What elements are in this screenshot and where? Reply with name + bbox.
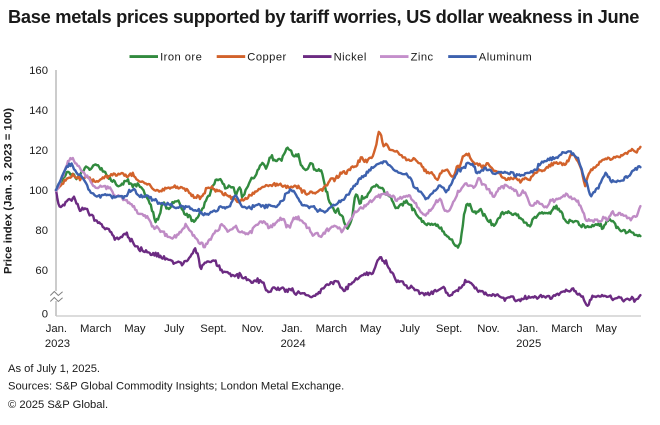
svg-text:2024: 2024 [281,338,306,350]
svg-text:Nickel: Nickel [334,52,367,64]
svg-text:2025: 2025 [516,338,541,350]
svg-text:120: 120 [29,145,48,157]
svg-text:Price index (Jan. 3, 2023 = 10: Price index (Jan. 3, 2023 = 100) [3,108,15,274]
svg-text:May: May [124,323,146,335]
svg-text:Copper: Copper [247,52,286,64]
svg-text:2023: 2023 [45,338,70,350]
svg-text:100: 100 [29,185,48,197]
svg-text:Jan.: Jan. [517,323,538,335]
svg-text:Sept.: Sept. [436,323,462,335]
svg-text:Sept.: Sept. [200,323,226,335]
svg-text:Jan.: Jan. [46,323,67,335]
svg-text:Base metals prices supported b: Base metals prices supported by tariff w… [8,6,639,27]
svg-text:© 2025 S&P Global.: © 2025 S&P Global. [8,399,108,411]
svg-text:60: 60 [35,265,48,277]
svg-text:160: 160 [29,65,48,77]
svg-text:May: May [360,323,382,335]
svg-text:May: May [596,323,618,335]
svg-text:Jan.: Jan. [281,323,302,335]
svg-text:March: March [316,323,347,335]
svg-text:Iron ore: Iron ore [160,52,202,64]
svg-text:March: March [551,323,582,335]
svg-text:Nov.: Nov. [242,323,264,335]
svg-text:As of July 1, 2025.: As of July 1, 2025. [8,363,100,375]
svg-text:Zinc: Zinc [411,52,434,64]
svg-text:Sources: S&P Global Commodity: Sources: S&P Global Commodity Insights; … [8,381,344,393]
svg-text:Nov.: Nov. [477,323,499,335]
svg-text:80: 80 [35,225,48,237]
svg-text:July: July [164,323,184,335]
svg-text:Aluminum: Aluminum [479,52,532,64]
svg-text:March: March [80,323,111,335]
svg-text:July: July [400,323,420,335]
svg-text:0: 0 [42,309,48,321]
svg-text:140: 140 [29,105,48,117]
